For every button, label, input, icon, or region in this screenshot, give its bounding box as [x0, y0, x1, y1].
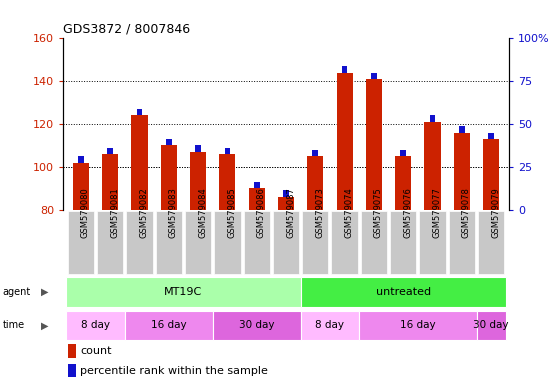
Bar — [425, 122, 441, 210]
FancyBboxPatch shape — [214, 211, 240, 274]
Bar — [278, 197, 294, 210]
Bar — [430, 116, 436, 122]
Text: MT19C: MT19C — [164, 287, 202, 297]
FancyBboxPatch shape — [361, 211, 387, 274]
Bar — [483, 139, 499, 210]
FancyBboxPatch shape — [125, 311, 213, 340]
FancyBboxPatch shape — [244, 211, 270, 274]
Bar — [459, 126, 465, 132]
Text: GSM579079: GSM579079 — [491, 187, 500, 238]
Text: 30 day: 30 day — [474, 320, 509, 331]
Bar — [195, 146, 201, 152]
Text: GSM579078: GSM579078 — [462, 187, 471, 238]
Bar — [224, 147, 230, 154]
Text: GSM579075: GSM579075 — [374, 187, 383, 238]
Text: untreated: untreated — [376, 287, 431, 297]
Bar — [102, 154, 118, 210]
FancyBboxPatch shape — [302, 211, 328, 274]
Bar — [307, 156, 323, 210]
Text: GSM579076: GSM579076 — [403, 187, 412, 238]
FancyBboxPatch shape — [97, 211, 123, 274]
FancyBboxPatch shape — [301, 277, 506, 307]
Text: GSM579074: GSM579074 — [345, 187, 354, 238]
Bar — [166, 139, 172, 146]
FancyBboxPatch shape — [66, 277, 301, 307]
Bar — [400, 150, 406, 156]
Text: 8 day: 8 day — [81, 320, 110, 331]
FancyBboxPatch shape — [68, 211, 94, 274]
Bar — [161, 146, 177, 210]
Text: 16 day: 16 day — [151, 320, 186, 331]
FancyBboxPatch shape — [273, 211, 299, 274]
Bar — [249, 188, 265, 210]
FancyBboxPatch shape — [66, 311, 125, 340]
Text: GSM579084: GSM579084 — [198, 187, 207, 238]
Text: GSM579073: GSM579073 — [315, 187, 324, 238]
FancyBboxPatch shape — [359, 311, 476, 340]
Text: GSM579083: GSM579083 — [169, 187, 178, 238]
Text: GSM579082: GSM579082 — [140, 187, 148, 238]
Text: GSM579081: GSM579081 — [110, 187, 119, 238]
FancyBboxPatch shape — [301, 311, 359, 340]
FancyBboxPatch shape — [156, 211, 182, 274]
FancyBboxPatch shape — [476, 311, 506, 340]
Bar — [68, 364, 76, 377]
Bar — [219, 154, 235, 210]
Text: 8 day: 8 day — [316, 320, 344, 331]
Bar — [488, 132, 494, 139]
Bar — [78, 156, 84, 162]
FancyBboxPatch shape — [390, 211, 416, 274]
Bar — [366, 79, 382, 210]
Text: GSM579080: GSM579080 — [81, 187, 90, 238]
Text: agent: agent — [3, 287, 31, 297]
Bar — [283, 190, 289, 197]
FancyBboxPatch shape — [478, 211, 504, 274]
Text: percentile rank within the sample: percentile rank within the sample — [80, 366, 268, 376]
Text: time: time — [3, 320, 25, 331]
Text: GSM579085: GSM579085 — [227, 187, 236, 238]
Bar — [371, 73, 377, 79]
FancyBboxPatch shape — [419, 211, 446, 274]
Bar — [312, 150, 318, 156]
Bar — [107, 147, 113, 154]
Bar — [395, 156, 411, 210]
Text: count: count — [80, 346, 112, 356]
Text: ▶: ▶ — [41, 320, 49, 331]
Bar — [342, 66, 348, 73]
Bar — [337, 73, 353, 210]
FancyBboxPatch shape — [126, 211, 153, 274]
Text: 30 day: 30 day — [239, 320, 274, 331]
Text: GDS3872 / 8007846: GDS3872 / 8007846 — [63, 23, 190, 36]
Bar — [454, 132, 470, 210]
Bar — [254, 182, 260, 188]
Bar — [136, 109, 142, 116]
FancyBboxPatch shape — [213, 311, 301, 340]
Text: GSM579077: GSM579077 — [432, 187, 442, 238]
Text: GSM579086: GSM579086 — [257, 187, 266, 238]
Text: ▶: ▶ — [41, 287, 49, 297]
Bar — [131, 116, 147, 210]
Text: 16 day: 16 day — [400, 320, 436, 331]
FancyBboxPatch shape — [332, 211, 358, 274]
FancyBboxPatch shape — [185, 211, 211, 274]
Bar — [73, 162, 89, 210]
Bar — [190, 152, 206, 210]
Text: GSM579087: GSM579087 — [286, 187, 295, 238]
Bar — [68, 344, 76, 358]
FancyBboxPatch shape — [449, 211, 475, 274]
